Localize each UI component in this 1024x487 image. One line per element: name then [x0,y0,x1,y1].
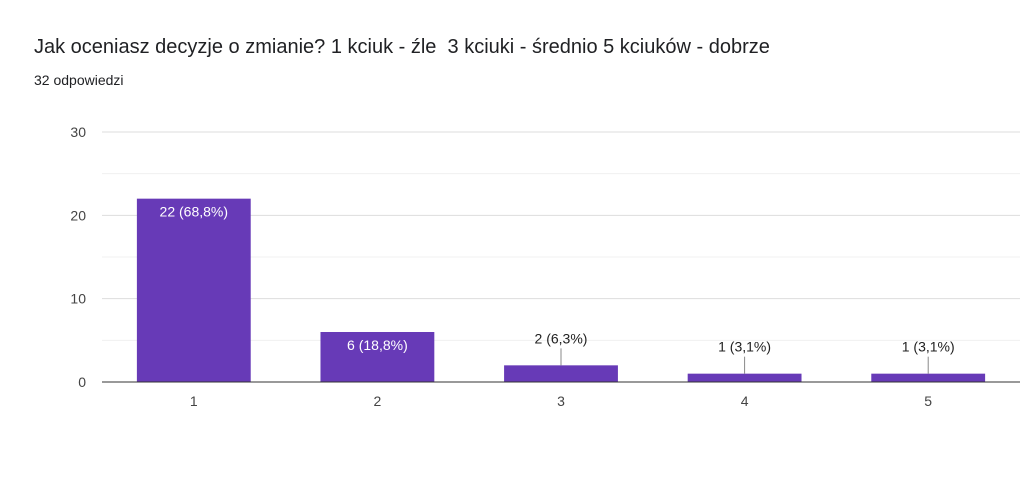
bar [687,373,802,382]
x-tick-label: 2 [374,393,382,409]
data-label: 22 (68,8%) [160,204,228,220]
data-label: 1 (3,1%) [718,339,771,355]
y-tick-label: 0 [78,374,86,390]
data-label: 2 (6,3%) [535,330,588,346]
x-tick-label: 1 [190,393,198,409]
y-tick-label: 10 [70,291,86,307]
chart-title: Jak oceniasz decyzje o zmianie? 1 kciuk … [34,36,770,58]
bar [504,365,618,382]
y-axis-ticks: 0 10 20 30 [70,124,86,390]
response-count: 32 odpowiedzi [34,72,124,88]
x-axis-ticks: 1 2 3 4 5 [190,393,932,409]
data-label: 6 (18,8%) [347,337,408,353]
bars [136,198,986,382]
data-labels: 22 (68,8%) 6 (18,8%) 2 (6,3%) 1 (3,1%) 1 (3,… [160,204,955,374]
bar [320,332,435,382]
x-tick-label: 3 [557,393,565,409]
bar [136,198,251,382]
x-tick-label: 5 [924,393,932,409]
y-tick-label: 20 [70,207,86,223]
data-label: 1 (3,1%) [902,339,955,355]
y-tick-label: 30 [70,124,86,140]
x-tick-label: 4 [741,393,749,409]
bar [871,373,986,382]
gridlines [102,131,1020,341]
